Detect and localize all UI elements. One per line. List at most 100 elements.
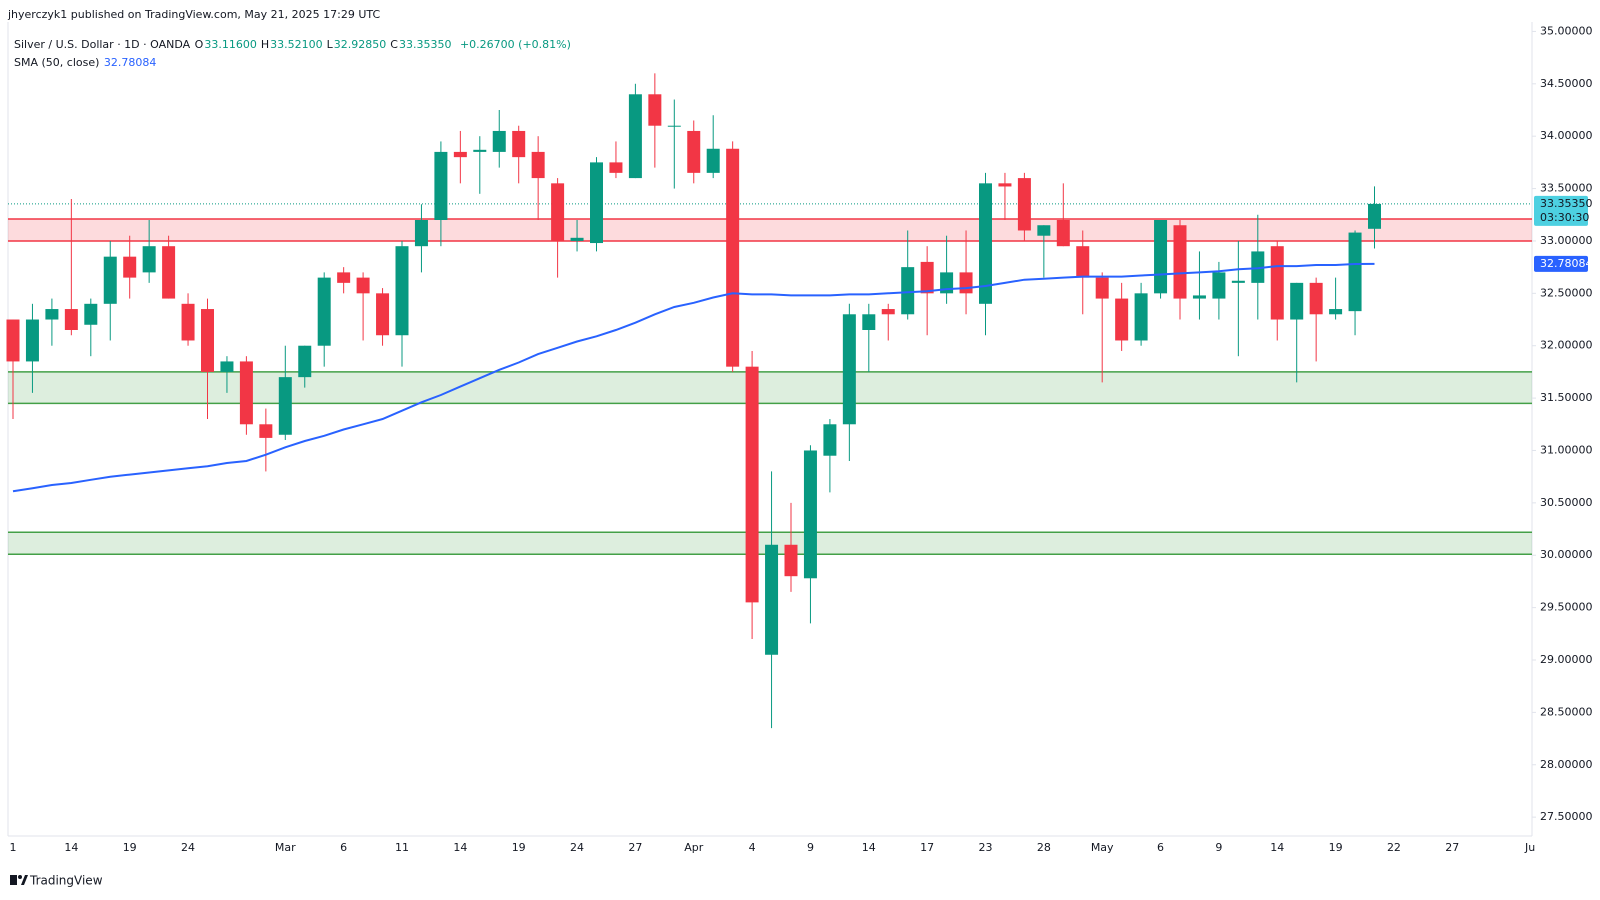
candle-body <box>998 183 1012 187</box>
y-tick-label: 32.50000 <box>1540 286 1593 299</box>
candle-body <box>376 293 390 336</box>
candle-body <box>473 149 487 152</box>
candle-body <box>959 272 973 294</box>
candle-body <box>45 309 59 320</box>
candle-body <box>667 125 681 127</box>
candle-body <box>395 246 409 336</box>
candle-body <box>201 309 214 372</box>
countdown: 03:30:30 <box>1540 211 1589 224</box>
candle-body <box>862 314 876 330</box>
candle-body <box>1368 203 1381 229</box>
y-tick-label: 34.00000 <box>1540 129 1593 142</box>
indicator-legend: SMA (50, close) 32.78084 <box>14 56 157 69</box>
candle-body <box>356 277 370 294</box>
publisher: jhyerczyk1 published on TradingView.com,… <box>8 8 381 21</box>
x-tick-label: 11 <box>395 841 409 854</box>
candle-body <box>1270 246 1284 320</box>
plot-area <box>6 73 1532 729</box>
x-tick-label: 14 <box>1270 841 1284 854</box>
candle-body <box>628 94 642 179</box>
x-tick-label: 14 <box>453 841 467 854</box>
candle-body <box>123 256 137 278</box>
x-tick-label: 23 <box>979 841 993 854</box>
candle-body <box>784 544 798 577</box>
y-tick-label: 33.00000 <box>1540 234 1593 247</box>
candle-body <box>1115 298 1129 341</box>
x-tick-label: 6 <box>340 841 347 854</box>
x-tick-label: 14 <box>862 841 876 854</box>
candle-body <box>1212 272 1226 299</box>
x-tick-label: 28 <box>1037 841 1051 854</box>
x-tick-label: 9 <box>1215 841 1222 854</box>
y-tick-label: 27.50000 <box>1540 810 1593 823</box>
ohlc-values: O33.11600 H33.52100 L32.92850 C33.35350 <box>195 38 456 51</box>
candle-body <box>1231 280 1245 283</box>
candle-body <box>1134 293 1148 341</box>
y-tick-label: 29.50000 <box>1540 601 1593 614</box>
candle-body <box>220 361 234 372</box>
candle-body <box>979 183 992 304</box>
candle-body <box>590 162 603 244</box>
x-tick-label: Mar <box>275 841 296 854</box>
candle-body <box>453 151 467 158</box>
y-tick-label: 31.00000 <box>1540 443 1593 456</box>
candle-body <box>259 424 273 438</box>
y-tick-label: 31.50000 <box>1540 391 1593 404</box>
candle-body <box>1251 251 1265 283</box>
x-tick-label: 1 <box>10 841 17 854</box>
candle-body <box>531 151 545 179</box>
y-tick-label: 28.50000 <box>1540 705 1593 718</box>
candle-body <box>1348 232 1362 312</box>
candle-body <box>1154 220 1168 294</box>
x-tick-label: 24 <box>570 841 584 854</box>
y-tick-label: 29.00000 <box>1540 653 1593 666</box>
candle-body <box>492 130 506 152</box>
ohlc-key: O <box>194 38 204 51</box>
y-tick-label: 33.50000 <box>1540 182 1593 195</box>
y-tick-label: 30.00000 <box>1540 548 1593 561</box>
candle-body <box>823 424 837 456</box>
candle-body <box>278 377 292 435</box>
candle-body <box>1309 282 1323 315</box>
candle-body <box>1037 225 1051 236</box>
candle-body <box>648 94 662 126</box>
candle-body <box>1095 277 1109 299</box>
x-tick-label: 17 <box>920 841 934 854</box>
candle-body <box>609 162 623 173</box>
candle-body <box>842 314 856 425</box>
x-tick-label: 22 <box>1387 841 1401 854</box>
y-tick-label: 32.00000 <box>1540 339 1593 352</box>
zone <box>8 218 1532 241</box>
x-tick-label: 27 <box>1445 841 1459 854</box>
x-tick-label: 24 <box>181 841 195 854</box>
zone <box>8 371 1532 404</box>
candle-body <box>414 220 428 247</box>
last-price-tag <box>1534 195 1588 226</box>
candle-body <box>84 303 98 325</box>
ohlc-value: 33.35350 <box>398 38 452 51</box>
y-tick-label: 35.00000 <box>1540 24 1593 37</box>
x-tick-label: 19 <box>1329 841 1343 854</box>
y-tick-label: 28.00000 <box>1540 758 1593 771</box>
ohlc-value: 33.52100 <box>270 38 323 51</box>
y-tick-label: 30.50000 <box>1540 496 1593 509</box>
candle-body <box>181 303 195 341</box>
indicator-value: 32.78084 <box>103 56 157 69</box>
indicator-name: SMA (50, close) <box>14 56 100 69</box>
sma-line <box>12 262 1375 493</box>
x-tick-label: 27 <box>628 841 642 854</box>
candle-body <box>239 361 253 425</box>
x-tick-label: 19 <box>123 841 137 854</box>
x-tick-label: Ju <box>1524 841 1535 854</box>
last-price-label: 33.35350 <box>1540 197 1593 210</box>
candle-body <box>1329 309 1343 315</box>
candle-body <box>25 319 39 362</box>
candle-body <box>1056 220 1070 247</box>
sma-price-tag <box>1534 255 1588 272</box>
zone <box>8 532 1532 555</box>
tradingview-logo: TradingView <box>10 874 103 888</box>
candle-body <box>551 183 565 241</box>
logo-mark <box>18 875 22 879</box>
candle-body <box>901 267 915 315</box>
candle-body <box>765 544 779 655</box>
